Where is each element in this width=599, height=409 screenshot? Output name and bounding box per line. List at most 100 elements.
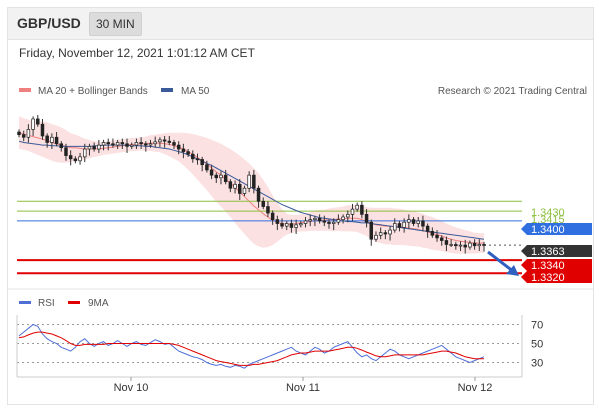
support-level-label: 1.3340: [531, 260, 565, 272]
bollinger-band-fill: [19, 116, 484, 254]
candle-down: [327, 221, 331, 224]
candle-down: [383, 232, 388, 235]
pivot-level-label: 1.3400: [531, 224, 565, 236]
candle-up: [378, 232, 383, 236]
candle-up: [350, 208, 355, 215]
bollinger-legend-label: MA 20 + Bollinger Bands: [38, 86, 148, 97]
candle-up: [341, 216, 345, 220]
candle-up: [247, 174, 251, 189]
candle-down: [238, 183, 242, 194]
candle-down: [125, 143, 129, 147]
candle-down: [21, 134, 26, 138]
resistance-level-label: 1.3430: [531, 207, 565, 219]
x-tick-label: Nov 10: [114, 382, 149, 394]
candle-down: [256, 187, 261, 202]
candle-up: [374, 234, 378, 240]
rsi-legend-swatch: [19, 301, 31, 304]
candle-up: [83, 148, 87, 158]
candle-up: [129, 144, 134, 147]
candle-down: [472, 242, 477, 247]
chart-datetime: Friday, November 12, 2021 1:01:12 AM CET: [19, 46, 255, 60]
candle-up: [148, 143, 153, 146]
candle-up: [393, 223, 397, 231]
bollinger-mid-line: [18, 132, 484, 244]
candle-up: [153, 141, 157, 145]
candle-down: [435, 234, 439, 239]
ma50-legend-swatch: [161, 88, 173, 92]
candle-up: [468, 242, 472, 248]
candle-down: [139, 142, 143, 145]
candle-up: [458, 244, 463, 247]
bollinger-legend-swatch: [19, 88, 31, 92]
candle-down: [191, 153, 195, 160]
candle-up: [294, 224, 298, 228]
candle-down: [252, 174, 256, 189]
candle-down: [261, 200, 265, 207]
candle-up: [477, 244, 482, 247]
candle-up: [299, 223, 303, 226]
candle-down: [40, 123, 45, 137]
candle-up: [416, 220, 420, 224]
x-tick-label: Nov 12: [458, 382, 493, 394]
candle-down: [411, 219, 416, 224]
ma50-legend-label: MA 50: [181, 86, 210, 97]
candle-up: [336, 219, 341, 223]
candle-down: [45, 135, 49, 143]
rsi-legend-label: RSI: [38, 298, 55, 309]
header-bar: GBP/USD 30 MIN: [8, 8, 593, 40]
candle-down: [317, 217, 322, 222]
support-level-tag: [521, 259, 592, 271]
candle-up: [101, 142, 106, 146]
candle-up: [313, 217, 317, 220]
candle-up: [31, 118, 35, 130]
x-axis: Nov 10 Nov 11 Nov 12: [16, 315, 523, 394]
candle-down: [92, 146, 96, 150]
candle-up: [233, 183, 237, 189]
forecast-arrow: [487, 250, 519, 276]
candle-up: [158, 139, 162, 143]
candle-down: [120, 142, 125, 145]
candle-down: [289, 223, 294, 228]
candle-down: [195, 158, 200, 161]
candle-down: [54, 136, 59, 145]
candle-up: [26, 129, 31, 138]
candle-down: [223, 174, 228, 183]
candle-down: [425, 225, 430, 232]
rsi-tick-label: 50: [531, 339, 543, 351]
forecast-arrow-head: [506, 265, 519, 276]
bollinger-bands: [18, 116, 484, 254]
candle-down: [167, 140, 172, 143]
candle-up: [308, 219, 312, 222]
candle-down: [275, 219, 280, 224]
candle-down: [322, 220, 327, 223]
candle-down: [463, 244, 467, 248]
candle-up: [449, 244, 453, 246]
candle-down: [214, 174, 219, 179]
candle-down: [369, 221, 374, 240]
research-credit: Research © 2021 Trading Central: [438, 86, 587, 97]
candle-down: [181, 148, 186, 152]
support-level-label: 1.3320: [531, 272, 565, 284]
candle-down: [454, 244, 458, 247]
candle-up: [242, 187, 247, 194]
candle-down: [482, 244, 486, 246]
ma9-legend-swatch: [68, 301, 80, 304]
candle-down: [266, 206, 270, 214]
candle-down: [430, 231, 435, 236]
current-level-tag: [521, 245, 592, 257]
candle-down: [228, 181, 233, 189]
candle-up: [355, 204, 359, 210]
candle-down: [280, 223, 284, 227]
candle-down: [36, 118, 40, 125]
main-legend: MA 20 + Bollinger Bands MA 50 Research ©…: [19, 86, 587, 97]
candle-down: [176, 144, 181, 150]
timeframe-badge[interactable]: 30 MIN: [89, 12, 142, 36]
candle-down: [270, 212, 275, 220]
candle-up: [219, 174, 223, 179]
candle-down: [397, 223, 402, 228]
candle-down: [68, 155, 73, 160]
current-level-label: 1.3363: [531, 246, 565, 258]
candle-down: [205, 164, 209, 171]
candle-down: [209, 169, 214, 176]
